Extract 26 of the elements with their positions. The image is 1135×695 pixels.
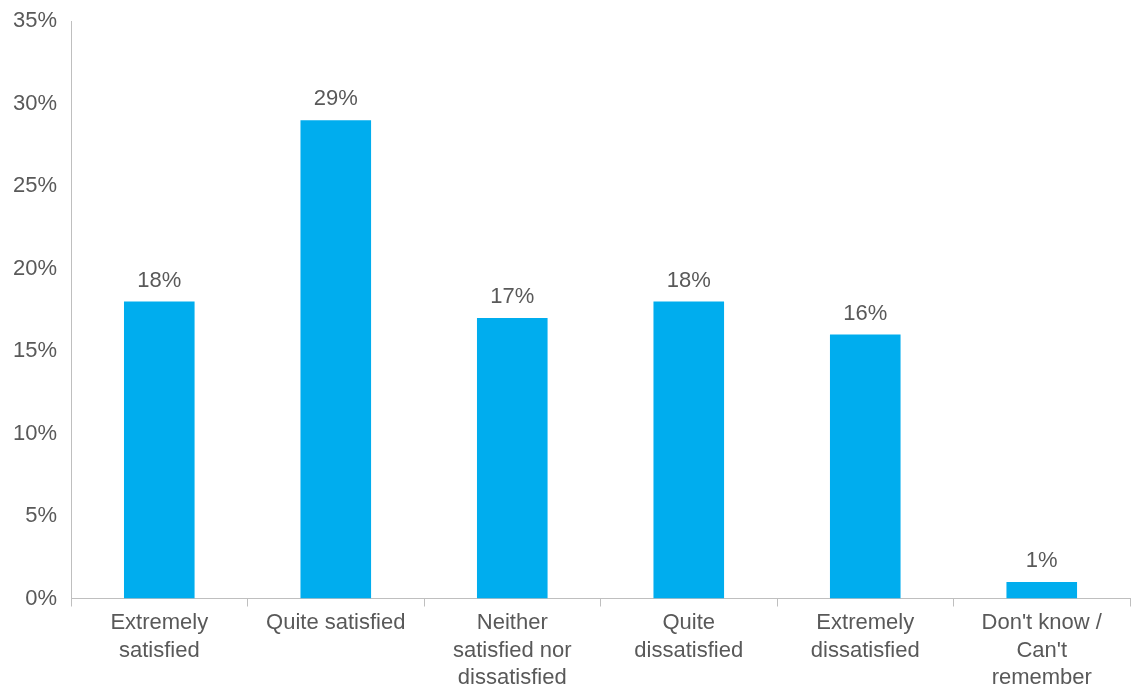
x-tick-label: Quite satisfied (266, 609, 406, 635)
y-tick-label: 25% (12, 172, 58, 198)
x-tick-label: Don't know / Can't remember (981, 609, 1103, 690)
data-label: 1% (1025, 547, 1058, 573)
bar (829, 334, 901, 599)
x-tick-label: Neither satisfied nor dissatisfied (452, 609, 572, 690)
y-tick-label: 5% (25, 502, 58, 528)
bar (123, 301, 195, 599)
data-label: 17% (490, 283, 535, 309)
data-label: 18% (137, 266, 182, 292)
y-tick-label: 15% (12, 337, 58, 363)
x-tick-label: Extremely dissatisfied (810, 609, 920, 662)
bar (476, 318, 548, 599)
bar (300, 120, 372, 599)
data-label: 29% (313, 85, 358, 111)
data-label: 16% (843, 299, 888, 325)
y-tick-label: 20% (12, 254, 58, 280)
data-label: 18% (666, 266, 711, 292)
y-tick-label: 0% (25, 584, 58, 610)
bar (653, 301, 725, 599)
bar (1006, 582, 1078, 599)
x-tick-label: Extremely satisfied (110, 609, 209, 662)
y-tick-label: 30% (12, 89, 58, 115)
x-tick-label: Quite dissatisfied (634, 609, 744, 662)
y-tick-label: 10% (12, 419, 58, 445)
y-tick-label: 35% (12, 7, 58, 33)
